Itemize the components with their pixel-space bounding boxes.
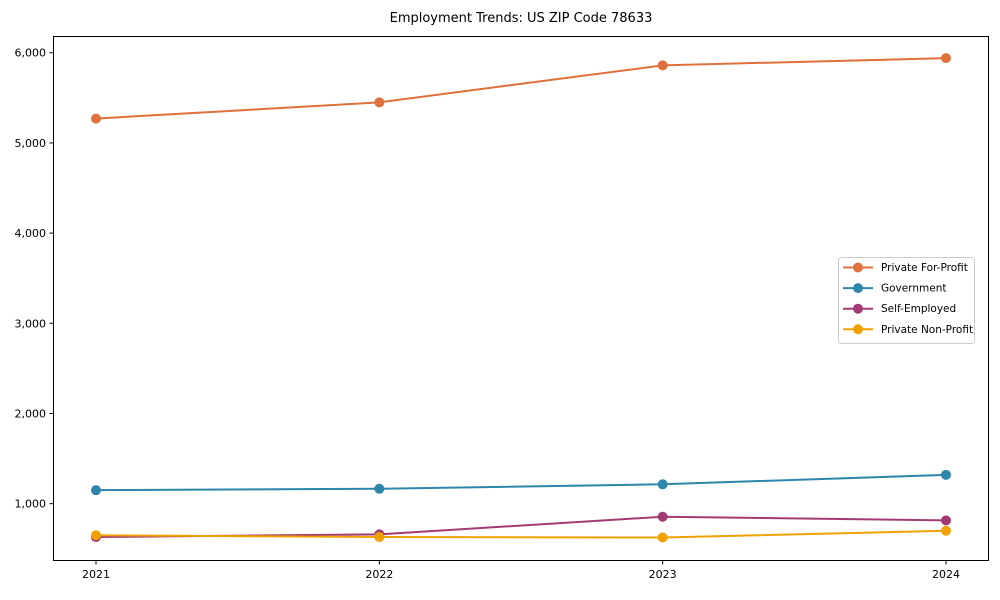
series-line — [95, 57, 947, 120]
plot-frame — [53, 36, 989, 561]
data-point — [374, 483, 385, 494]
legend-item-private-non-profit: Private Non-Profit — [843, 324, 973, 336]
series-government — [91, 469, 951, 496]
y-axis: 1,000 2,000 3,000 4,000 5,000 6,000 — [15, 47, 54, 511]
data-point — [374, 532, 385, 543]
legend-marker — [853, 324, 863, 335]
x-tick-label: 2024 — [932, 568, 960, 581]
legend-label: Private For-Profit — [881, 262, 968, 274]
series-private-for-profit — [91, 53, 951, 124]
data-point — [374, 97, 385, 108]
legend-marker — [853, 262, 863, 273]
data-point — [91, 113, 101, 124]
legend-marker — [853, 283, 863, 294]
legend-item-government: Government — [843, 283, 946, 295]
series-line — [95, 473, 947, 492]
data-point — [941, 53, 951, 64]
series-private-non-profit — [91, 525, 951, 543]
legend: Private For-Profit Government Self-Employe… — [838, 257, 975, 344]
x-tick-label: 2022 — [365, 568, 393, 581]
series-line — [95, 529, 947, 539]
y-tick-label: 5,000 — [15, 137, 47, 150]
data-point — [941, 525, 951, 536]
legend-box — [838, 257, 975, 344]
data-point — [941, 469, 951, 480]
chart-title: Employment Trends: US ZIP Code 78633 — [389, 11, 653, 26]
data-point — [657, 479, 668, 490]
x-axis: 2021 2022 2023 2024 — [82, 560, 960, 581]
y-tick-label: 1,000 — [15, 498, 47, 511]
legend-item-self-employed: Self-Employed — [843, 303, 956, 315]
legend-marker — [853, 303, 863, 314]
data-point — [91, 485, 101, 496]
x-tick-label: 2021 — [82, 568, 110, 581]
data-point — [941, 515, 951, 526]
x-tick-label: 2023 — [649, 568, 677, 581]
data-point — [91, 530, 101, 541]
data-point — [657, 60, 668, 71]
y-tick-label: 4,000 — [15, 227, 47, 240]
legend-label: Self-Employed — [881, 303, 956, 315]
legend-label: Private Non-Profit — [881, 324, 973, 336]
y-tick-label: 6,000 — [15, 47, 47, 60]
legend-label: Government — [881, 283, 946, 295]
y-tick-label: 3,000 — [15, 317, 47, 330]
legend-item-private-for-profit: Private For-Profit — [843, 262, 968, 274]
data-point — [657, 532, 668, 543]
y-tick-label: 2,000 — [15, 407, 47, 420]
data-point — [657, 511, 668, 522]
